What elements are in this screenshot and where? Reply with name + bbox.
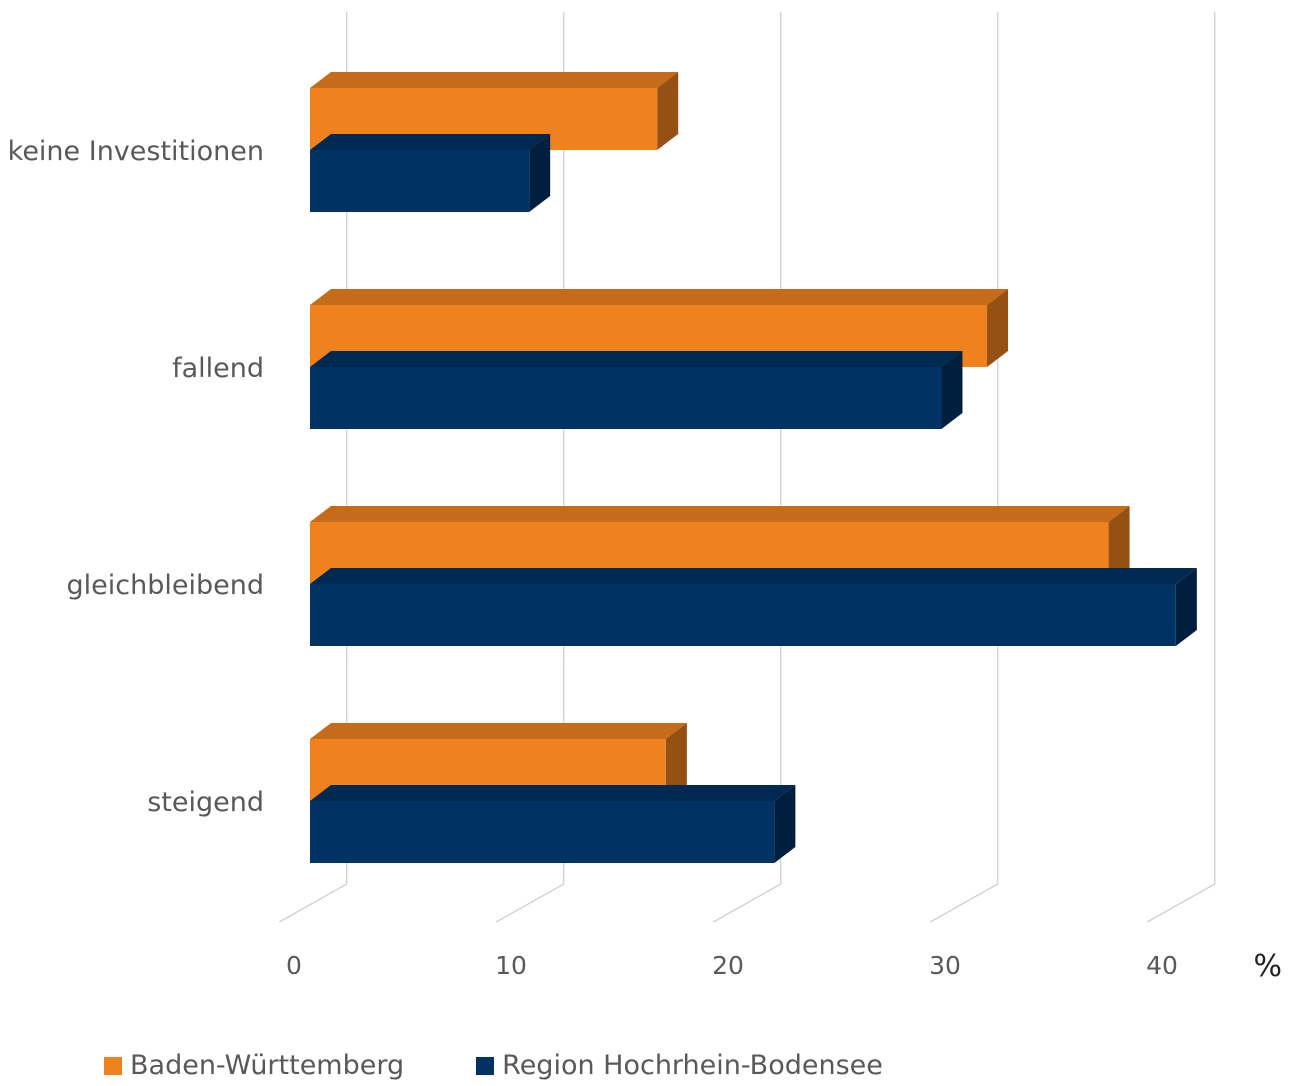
floor-gridline: [1146, 883, 1216, 923]
legend: Baden-Württemberg Region Hochrhein-Boden…: [104, 1050, 883, 1081]
bar-side-face: [665, 723, 687, 801]
category-label: steigend: [147, 787, 264, 818]
bar-side-face: [529, 134, 551, 212]
category-label: gleichbleibend: [67, 570, 264, 601]
bar-side-face: [941, 351, 963, 429]
x-tick-labels: 0 10 20 30 40: [286, 951, 1178, 980]
bar-top-face: [310, 289, 1009, 305]
category-label: keine Investitionen: [8, 136, 264, 167]
legend-label-baden-wuerttemberg: Baden-Württemberg: [130, 1050, 405, 1081]
gridlines: [278, 12, 1216, 923]
bar-side-face: [1108, 506, 1130, 584]
legend-swatch-region-hochrhein-bodensee: [476, 1056, 495, 1075]
bar-top-face: [310, 568, 1197, 584]
bar-side-face: [657, 72, 679, 150]
bar-side-face: [1175, 568, 1197, 646]
legend-swatch-baden-wuerttemberg: [104, 1056, 122, 1075]
bar-top-face: [310, 785, 796, 801]
bar-top-face: [310, 134, 551, 150]
bar-region-hochrhein-bodensee-gleichbleibend: [310, 568, 1197, 646]
floor-gridline: [495, 883, 565, 923]
bar-region-hochrhein-bodensee-steigend: [310, 785, 796, 863]
x-tick-label: 0: [286, 951, 302, 980]
floor-gridline: [929, 883, 999, 923]
category-labels: keine Investitionen fallend gleichbleibend…: [8, 136, 264, 818]
bars: [310, 72, 1197, 863]
bar-front-face: [310, 584, 1176, 646]
bar-top-face: [310, 351, 963, 367]
bar-top-face: [310, 723, 687, 739]
bar-top-face: [310, 506, 1130, 522]
x-tick-label: 20: [712, 951, 744, 980]
bar-front-face: [310, 801, 775, 863]
bar-region-hochrhein-bodensee-fallend: [310, 351, 963, 429]
legend-label-region-hochrhein-bodensee: Region Hochrhein-Bodensee: [502, 1050, 883, 1081]
floor-gridline: [712, 883, 782, 923]
bar-baden-wuerttemberg-keine-investitionen: [310, 72, 679, 150]
legend-item-baden-wuerttemberg: Baden-Württemberg: [104, 1050, 404, 1081]
bar-top-face: [310, 72, 679, 88]
x-tick-label: 30: [929, 951, 961, 980]
x-tick-label: 40: [1146, 951, 1178, 980]
bar-front-face: [310, 367, 942, 429]
bar-region-hochrhein-bodensee-keine-investitionen: [310, 134, 551, 212]
x-unit-label: %: [1253, 949, 1282, 984]
x-tick-label: 10: [495, 951, 527, 980]
bar-side-face: [987, 289, 1009, 367]
category-label: fallend: [172, 353, 264, 384]
bar-side-face: [774, 785, 796, 863]
bar-front-face: [310, 150, 530, 212]
floor-gridline: [278, 883, 348, 923]
legend-item-region-hochrhein-bodensee: Region Hochrhein-Bodensee: [476, 1050, 883, 1081]
